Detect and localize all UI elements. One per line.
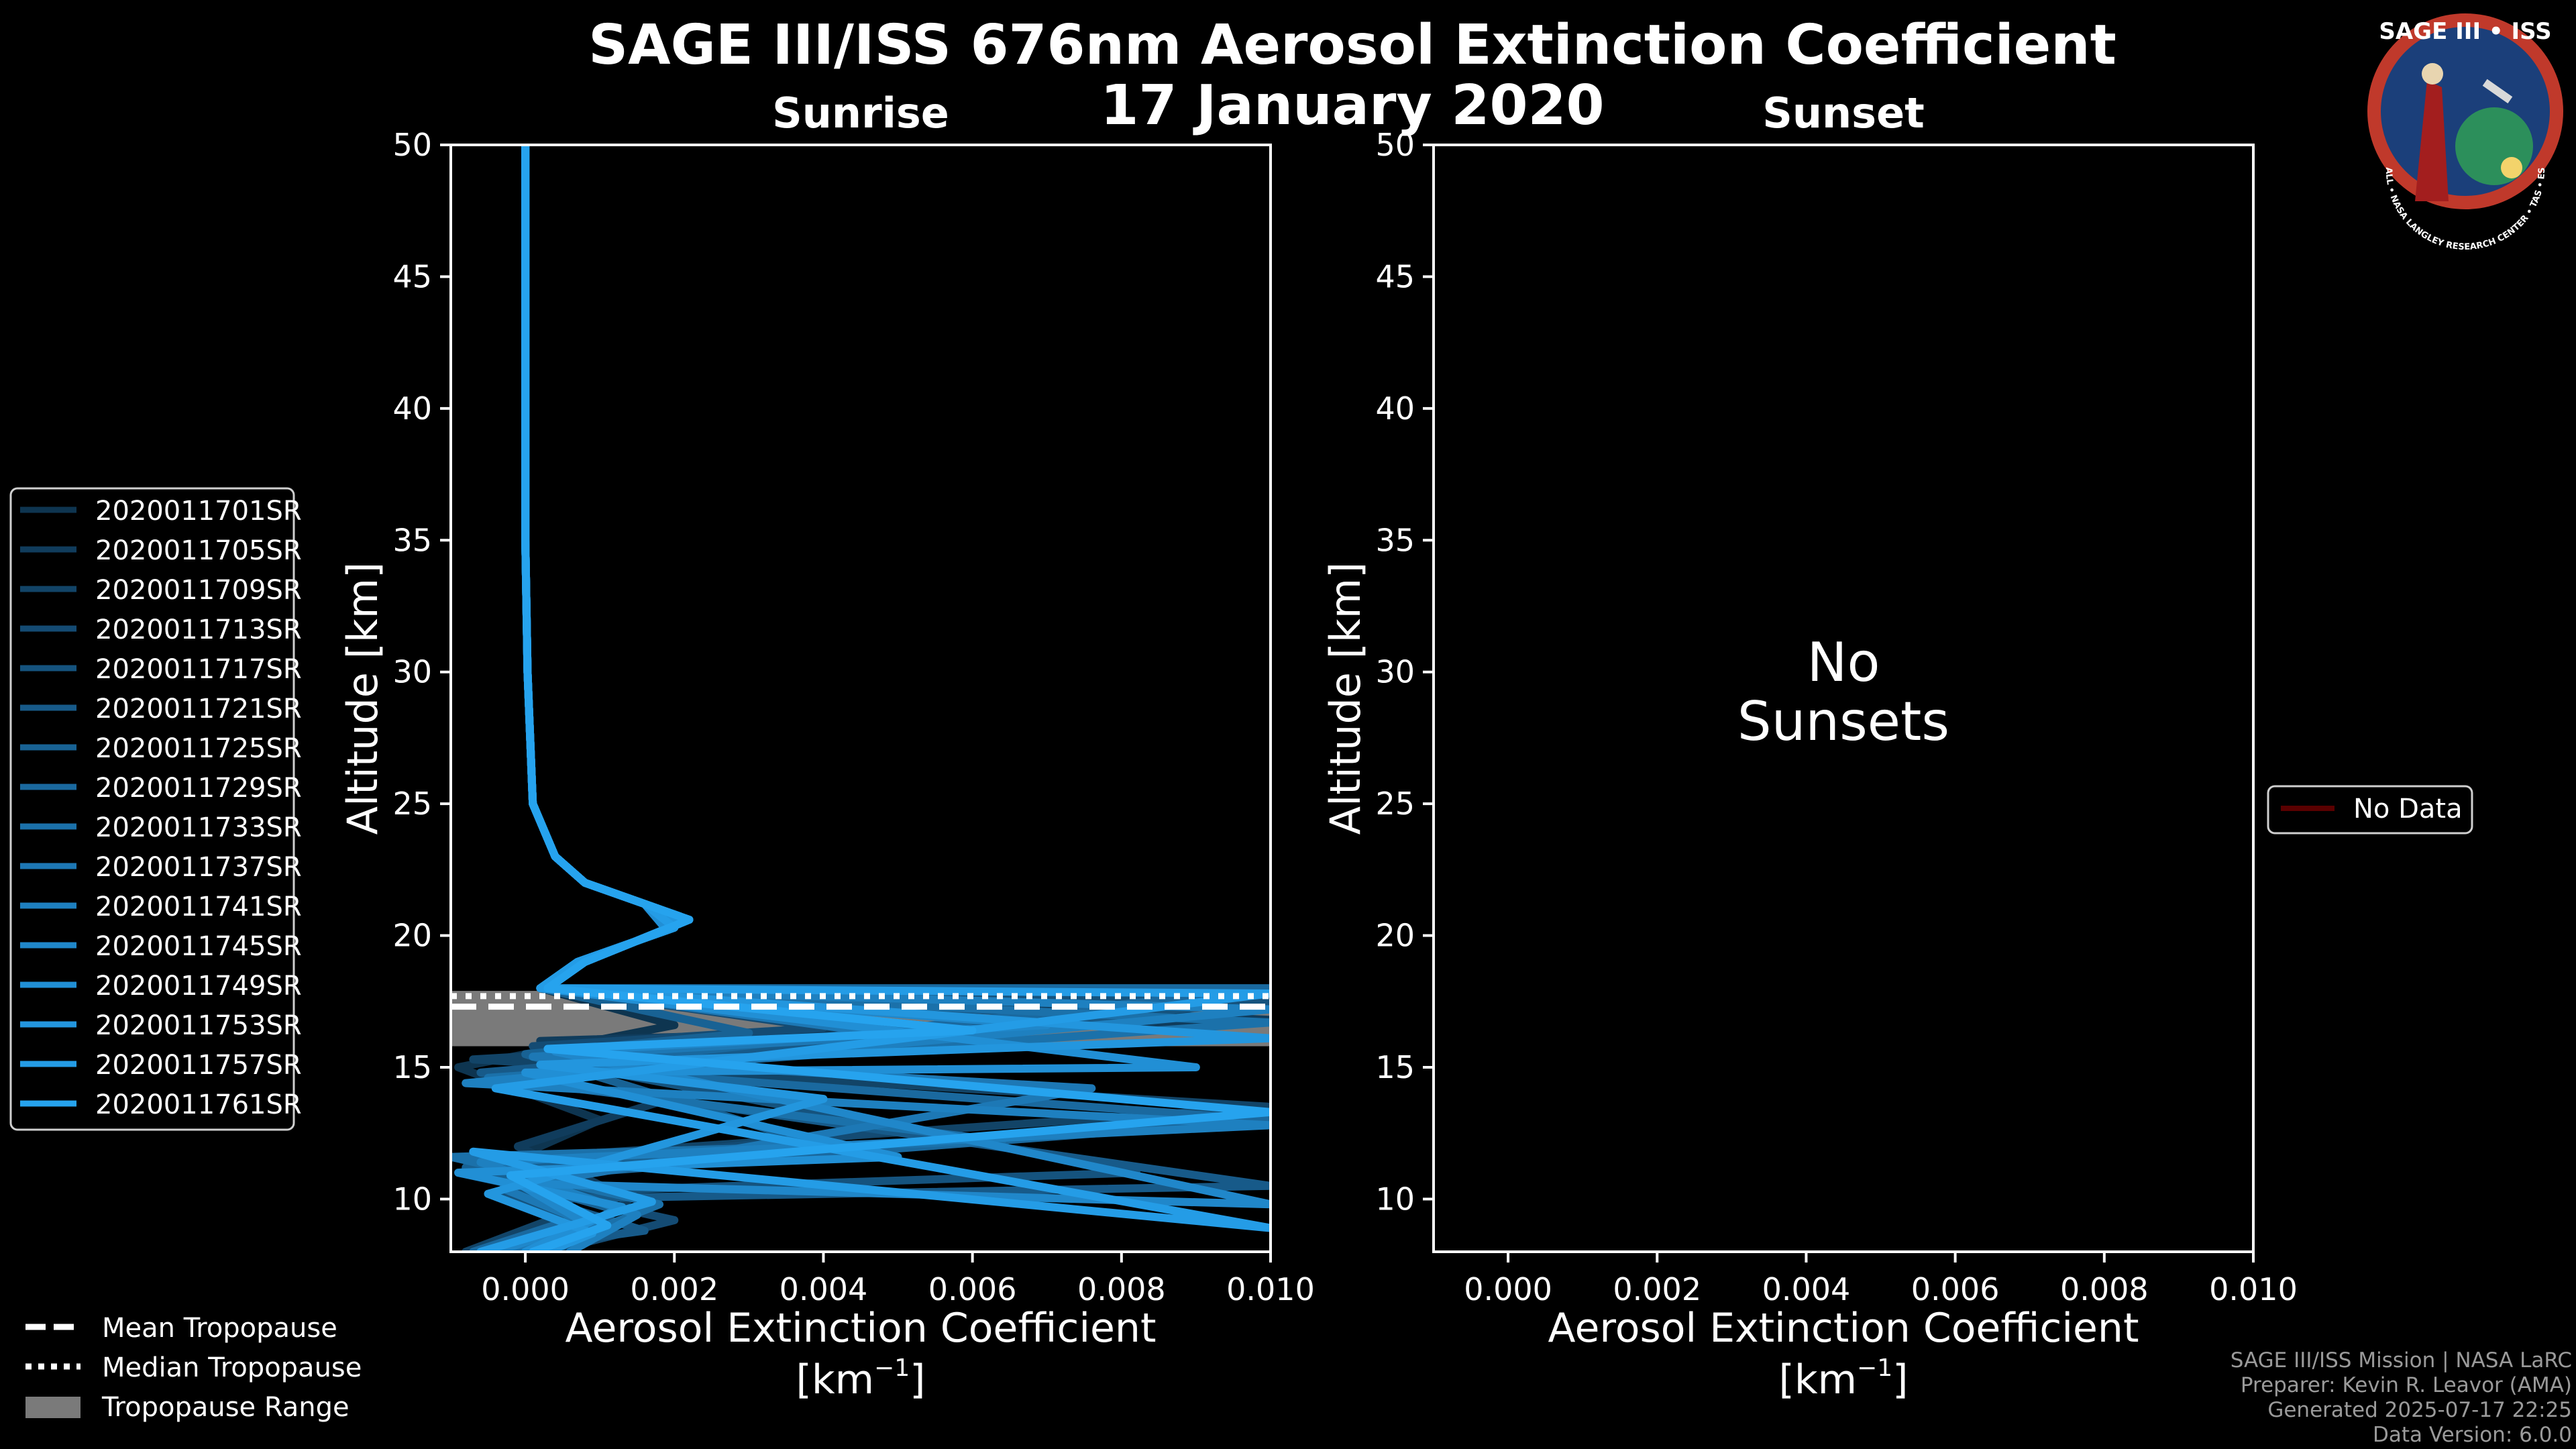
sunset-y-tick-label: 50 [1375, 127, 1415, 163]
sunrise-y-tick-label: 10 [392, 1181, 432, 1217]
sunrise-y-tick-label: 50 [392, 127, 432, 163]
sunset-panel-title: Sunset [1762, 89, 1925, 138]
sunset-y-tick-label: 30 [1375, 654, 1415, 690]
footer-data-version: Data Version: 6.0.0 [2373, 1423, 2572, 1447]
profile-lines [451, 145, 1271, 1252]
sunrise-y-tick-label: 25 [392, 786, 432, 822]
legend-label-2020011713SR: 2020011713SR [95, 614, 302, 645]
logo-earth-icon [2455, 107, 2533, 185]
sunset-x-axis-label: Aerosol Extinction Coefficient [1548, 1305, 2139, 1352]
sunrise-x-tick-label: 0.006 [928, 1271, 1017, 1307]
legend-label-2020011717SR: 2020011717SR [95, 654, 302, 685]
sunset-x-tick-label: 0.000 [1464, 1271, 1552, 1307]
sunrise-panel: 0.000 0.002 0.004 0.006 0.008 0.010 10 15 20 25 30… [338, 127, 1315, 1403]
sunset-x-tick-label: 0.010 [2209, 1271, 2298, 1307]
sunrise-y-tick-label: 20 [392, 918, 432, 954]
sunset-y-tick-label: 10 [1375, 1181, 1415, 1217]
sunset-axes-frame [1432, 144, 2255, 1253]
no-sunsets-message-line1: No [1807, 631, 1880, 694]
no-data-legend-frame [2267, 785, 2473, 835]
legend-label-2020011701SR: 2020011701SR [95, 496, 302, 527]
sunrise-x-axis-unit: [km−1] [796, 1354, 925, 1403]
sunset-y-axis-label: Altitude [km] [1321, 562, 1370, 835]
mean-tropopause-legend-label: Mean Tropopause [102, 1313, 337, 1344]
sunset-y-tick-label: 25 [1375, 786, 1415, 822]
sunset-y-tick-label: 15 [1375, 1049, 1415, 1085]
legend-label-2020011709SR: 2020011709SR [95, 575, 302, 606]
sunrise-x-tick-label: 0.004 [780, 1271, 868, 1307]
sunrise-ticks: 0.000 0.002 0.004 0.006 0.008 0.010 10 15 20 25 30… [392, 127, 1314, 1307]
sunrise-axes-frame [449, 144, 1272, 1253]
sunrise-x-axis-label: Aerosol Extinction Coefficient [566, 1305, 1157, 1352]
legend-label-2020011749SR: 2020011749SR [95, 971, 302, 1002]
sunrise-y-tick-label: 15 [392, 1049, 432, 1085]
tropopause-legend: Mean Tropopause Median Tropopause Tropop… [25, 1313, 362, 1423]
sunset-ticks: 0.000 0.002 0.004 0.006 0.008 0.010 10 15 20 25 30… [1375, 127, 2297, 1307]
sunrise-y-axis-label: Altitude [km] [338, 562, 387, 835]
legend-label-2020011733SR: 2020011733SR [95, 812, 302, 843]
sunset-x-tick-label: 0.004 [1762, 1271, 1851, 1307]
sunset-x-axis-unit: [km−1] [1778, 1354, 1908, 1403]
legend-label-2020011757SR: 2020011757SR [95, 1050, 302, 1081]
sunset-x-tick-label: 0.008 [2060, 1271, 2149, 1307]
profile-line-2020011761SR [506, 145, 1271, 1252]
logo-figure-icon [2415, 80, 2449, 201]
legend-label-2020011705SR: 2020011705SR [95, 535, 302, 566]
sunset-y-tick-label: 35 [1375, 522, 1415, 558]
sunrise-x-tick-label: 0.000 [481, 1271, 570, 1307]
median-tropopause-legend-label: Median Tropopause [102, 1352, 362, 1383]
logo-iss-icon [2482, 78, 2513, 104]
logo-title: SAGE III • ISS [2379, 18, 2551, 45]
figure-date: 17 January 2020 [1100, 74, 1604, 138]
sunrise-y-tick-label: 30 [392, 654, 432, 690]
legend-label-2020011737SR: 2020011737SR [95, 852, 302, 883]
no-sunsets-message-line2: Sunsets [1737, 690, 1949, 753]
series-legend-frame [9, 487, 295, 1131]
sunrise-x-tick-label: 0.010 [1226, 1271, 1315, 1307]
sunset-y-tick-label: 40 [1375, 390, 1415, 427]
sunset-panel: 0.000 0.002 0.004 0.006 0.008 0.010 10 15 20 25 30… [1321, 127, 2298, 1403]
sunrise-y-tick-label: 40 [392, 390, 432, 427]
footer-generated: Generated 2025-07-17 22:25 [2267, 1398, 2572, 1422]
sunrise-x-tick-label: 0.002 [630, 1271, 718, 1307]
legend-label-2020011721SR: 2020011721SR [95, 694, 302, 724]
footer-preparer: Preparer: Kevin R. Leavor (AMA) [2241, 1373, 2572, 1397]
legend-label-2020011761SR: 2020011761SR [95, 1089, 302, 1120]
tropopause-range-legend-label: Tropopause Range [101, 1392, 350, 1423]
sunset-x-tick-label: 0.006 [1911, 1271, 2000, 1307]
no-data-legend: No Data [2267, 785, 2473, 835]
figure-title: SAGE III/ISS 676nm Aerosol Extinction Co… [588, 13, 2116, 77]
series-legend: 2020011701SR 2020011705SR 2020011709SR 2020… [9, 487, 302, 1131]
legend-label-2020011753SR: 2020011753SR [95, 1010, 302, 1041]
legend-label-2020011745SR: 2020011745SR [95, 931, 302, 962]
footer-mission: SAGE III/ISS Mission | NASA LaRC [2231, 1348, 2572, 1373]
sunset-y-tick-label: 45 [1375, 258, 1415, 294]
sunrise-y-tick-label: 45 [392, 258, 432, 294]
tropopause-range-legend-swatch [25, 1397, 80, 1418]
footer-credits: SAGE III/ISS Mission | NASA LaRC Prepare… [2231, 1348, 2572, 1447]
sunrise-y-tick-label: 35 [392, 522, 432, 558]
logo-sun-icon [2501, 157, 2522, 178]
legend-label-2020011725SR: 2020011725SR [95, 733, 302, 764]
legend-label-2020011741SR: 2020011741SR [95, 892, 302, 922]
sunset-y-tick-label: 20 [1375, 918, 1415, 954]
no-data-legend-label: No Data [2353, 794, 2463, 824]
sunrise-x-tick-label: 0.008 [1077, 1271, 1166, 1307]
legend-label-2020011729SR: 2020011729SR [95, 773, 302, 804]
sunrise-panel-title: Sunrise [772, 89, 949, 138]
sunset-x-tick-label: 0.002 [1613, 1271, 1701, 1307]
